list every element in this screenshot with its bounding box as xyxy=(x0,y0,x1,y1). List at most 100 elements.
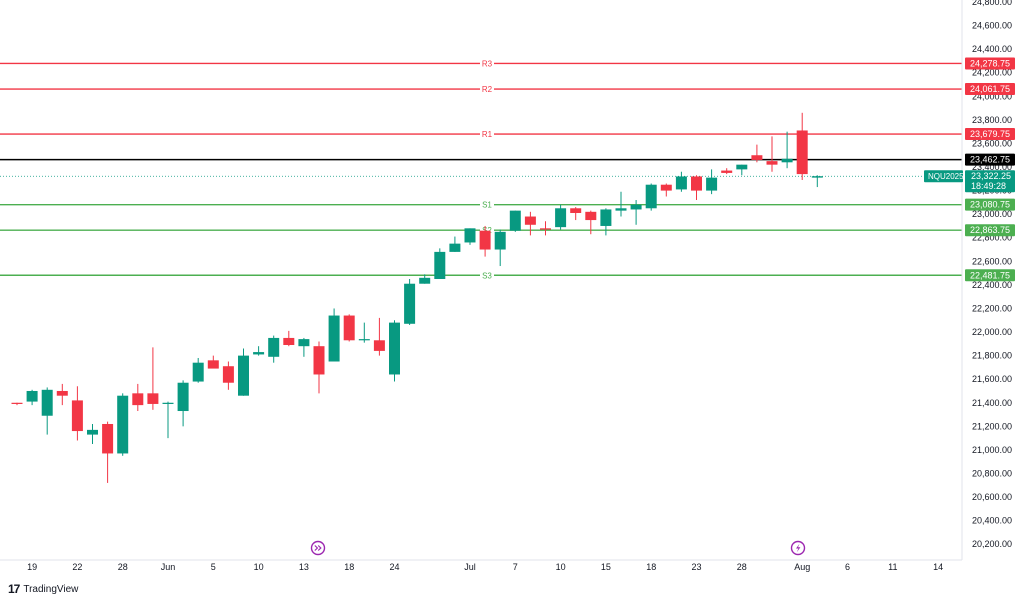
candle xyxy=(419,274,431,284)
candle-body xyxy=(192,362,204,382)
y-tick-label: 21,600.00 xyxy=(972,374,1012,384)
level-badge-bg xyxy=(965,128,1015,141)
candle-body xyxy=(585,211,597,221)
candle-body xyxy=(147,393,159,404)
candle xyxy=(706,169,718,195)
candle-body xyxy=(751,155,763,160)
candle xyxy=(41,387,53,435)
candle-body xyxy=(796,130,808,175)
last-price-tag-bg xyxy=(965,170,1015,193)
x-tick-label: 5 xyxy=(211,562,216,572)
time-axis[interactable]: 19 22 28 Jun 5 10 13 18 24 Jul 7 10 15 18 23 28 Aug 6 11 14 xyxy=(27,562,943,572)
y-tick-label: 20,200.00 xyxy=(972,539,1012,549)
candle xyxy=(449,236,461,252)
candle xyxy=(540,221,551,236)
candle-body xyxy=(102,423,114,454)
candle xyxy=(615,191,627,217)
candle-body xyxy=(736,164,748,170)
candle xyxy=(207,355,219,369)
candle xyxy=(192,357,204,383)
level-badge-bg xyxy=(965,83,1015,96)
candle-body xyxy=(56,390,68,396)
y-tick-label: 21,400.00 xyxy=(972,398,1012,408)
level-badge-bg xyxy=(965,153,1015,166)
x-tick-label: 13 xyxy=(299,562,309,572)
x-tick-label: 15 xyxy=(601,562,611,572)
forward-icon-glyph xyxy=(314,545,322,551)
last-price-label: 23,322.25 xyxy=(971,171,1011,181)
candle xyxy=(524,211,536,236)
price-axis[interactable]: 20,200.00 20,400.00 20,600.00 20,800.00 21,0… xyxy=(972,0,1012,549)
y-tick-label: 24,000.00 xyxy=(972,91,1012,101)
candle xyxy=(570,207,582,221)
candle-body xyxy=(615,208,627,211)
candle xyxy=(630,200,642,225)
x-tick-label: 18 xyxy=(344,562,354,572)
level-name-r3: R3 xyxy=(482,59,493,68)
candle-body xyxy=(358,339,370,341)
event-marker-dividend[interactable] xyxy=(310,540,326,556)
candle-body xyxy=(238,355,249,396)
level-name-s3: S3 xyxy=(482,271,492,280)
candle-body xyxy=(691,176,702,191)
candle-body xyxy=(721,170,733,173)
tradingview-logo: 17 xyxy=(8,582,20,596)
countdown-label: 18:49:28 xyxy=(971,181,1006,191)
candle xyxy=(162,401,174,439)
candle xyxy=(102,421,114,483)
candle xyxy=(373,317,385,356)
candle xyxy=(796,112,808,180)
last-price-tag: 23,322.25 18:49:28 xyxy=(965,170,1015,193)
candle-body xyxy=(675,176,687,190)
level-name-bg xyxy=(480,129,494,140)
candle-body xyxy=(132,393,144,406)
candle xyxy=(87,423,98,445)
candle xyxy=(781,131,793,169)
candle-body xyxy=(434,251,446,279)
candle-body xyxy=(41,389,53,416)
pivot-levels: R3R2R1S1S2S3 xyxy=(0,58,962,281)
level-badge-label: 22,481.75 xyxy=(970,270,1010,280)
y-tick-label: 22,600.00 xyxy=(972,256,1012,266)
candle xyxy=(691,175,702,201)
y-tick-label: 23,400.00 xyxy=(972,162,1012,172)
candle-body xyxy=(449,243,461,252)
tradingview-brand[interactable]: 17 TradingView xyxy=(8,582,78,596)
candle xyxy=(11,402,23,406)
candle xyxy=(509,210,521,232)
candle xyxy=(600,208,612,236)
candle-body xyxy=(87,429,98,435)
candle-body xyxy=(524,216,536,225)
level-name-bg xyxy=(480,225,494,236)
candle-body xyxy=(343,315,355,341)
candle xyxy=(313,341,325,394)
candle xyxy=(404,279,416,325)
y-tick-label: 21,800.00 xyxy=(972,351,1012,361)
candle xyxy=(222,361,234,390)
x-tick-label: 10 xyxy=(254,562,264,572)
candle xyxy=(177,380,189,427)
level-badge-label: 23,679.75 xyxy=(970,129,1010,139)
y-tick-label: 20,400.00 xyxy=(972,516,1012,526)
y-tick-label: 23,600.00 xyxy=(972,138,1012,148)
candle-body xyxy=(555,208,567,228)
candle xyxy=(132,383,144,412)
event-marker-earnings[interactable] xyxy=(790,540,806,556)
candle-body xyxy=(162,402,174,404)
x-tick-label: 11 xyxy=(888,562,897,572)
candle xyxy=(479,225,491,257)
x-tick-label: 24 xyxy=(389,562,399,572)
candle-body xyxy=(222,366,234,383)
candle xyxy=(117,393,129,456)
y-tick-label: 22,400.00 xyxy=(972,280,1012,290)
x-tick-label: Aug xyxy=(794,562,810,572)
candle xyxy=(389,320,400,382)
tradingview-name: TradingView xyxy=(23,583,79,595)
candle-body xyxy=(313,346,325,375)
price-badges: 24,278.75 24,061.75 23,679.75 23,462.75 23,0… xyxy=(965,57,1015,282)
candle xyxy=(298,337,310,357)
candle xyxy=(56,383,68,406)
candle-body xyxy=(509,210,521,231)
candle xyxy=(147,347,159,410)
